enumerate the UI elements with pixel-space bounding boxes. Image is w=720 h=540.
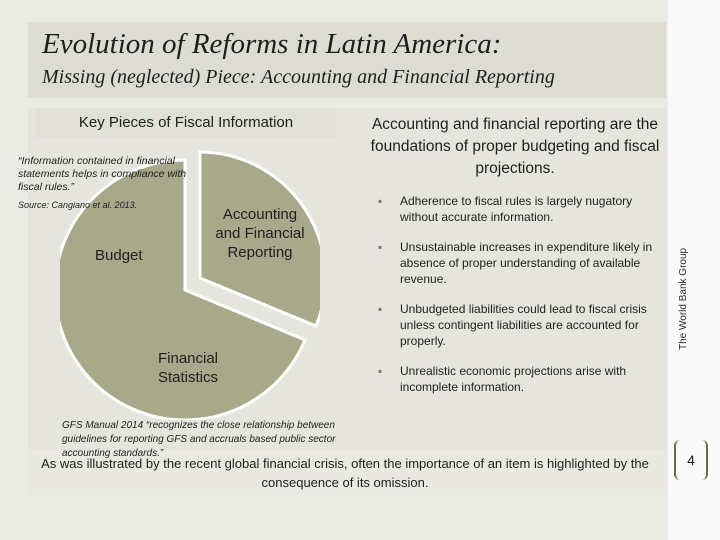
bullet-text: Unsustainable increases in expenditure l… <box>400 240 653 286</box>
pie-label-accounting: Accounting and Financial Reporting <box>215 206 305 261</box>
bullet-text: Adherence to fiscal rules is largely nug… <box>400 194 633 224</box>
quote-source: Source: Cangiano et al. 2013. <box>18 200 138 210</box>
pie-label-budget: Budget <box>95 247 143 264</box>
bullet-marker-icon: ▪ <box>378 302 383 316</box>
pie-slice-accounting <box>198 150 320 328</box>
title-band <box>28 22 666 98</box>
gfs-manual-quote: GFS Manual 2014 “recognizes the close re… <box>62 420 336 459</box>
bullet-item: ▪ Unsustainable increases in expenditure … <box>376 239 661 287</box>
slide-title: Evolution of Reforms in Latin America: <box>42 28 502 60</box>
accounting-foundations-heading: Accounting and financial reporting are t… <box>370 116 660 177</box>
slide-subtitle: Missing (neglected) Piece: Accounting an… <box>42 66 555 88</box>
bullet-marker-icon: ▪ <box>378 364 383 378</box>
financial-statements-quote: “Information contained in financial stat… <box>18 155 187 193</box>
fiscal-information-pie <box>60 150 320 420</box>
bullet-item: ▪ Adherence to fiscal rules is largely nu… <box>376 193 661 225</box>
bullet-item: ▪ Unbudgeted liabilities could lead to fi… <box>376 301 661 349</box>
pie-slice-budget-statistics <box>60 158 307 420</box>
page-number: 4 <box>674 440 708 480</box>
organization-label: The World Bank Group <box>678 247 689 350</box>
footer-band <box>28 450 666 494</box>
bullet-marker-icon: ▪ <box>378 240 383 254</box>
key-pieces-heading: Key Pieces of Fiscal Information <box>36 108 336 138</box>
bullet-text: Unbudgeted liabilities could lead to fis… <box>400 302 647 348</box>
bullet-text: Unrealistic economic projections arise w… <box>400 364 627 394</box>
bullet-item: ▪ Unrealistic economic projections arise … <box>376 363 661 395</box>
footer-statement: As was illustrated by the recent global … <box>41 456 649 490</box>
pie-label-financial-statistics: Financial Statistics <box>157 350 219 386</box>
bullet-marker-icon: ▪ <box>378 194 383 208</box>
bullet-list: ▪ Adherence to fiscal rules is largely nu… <box>376 193 661 395</box>
